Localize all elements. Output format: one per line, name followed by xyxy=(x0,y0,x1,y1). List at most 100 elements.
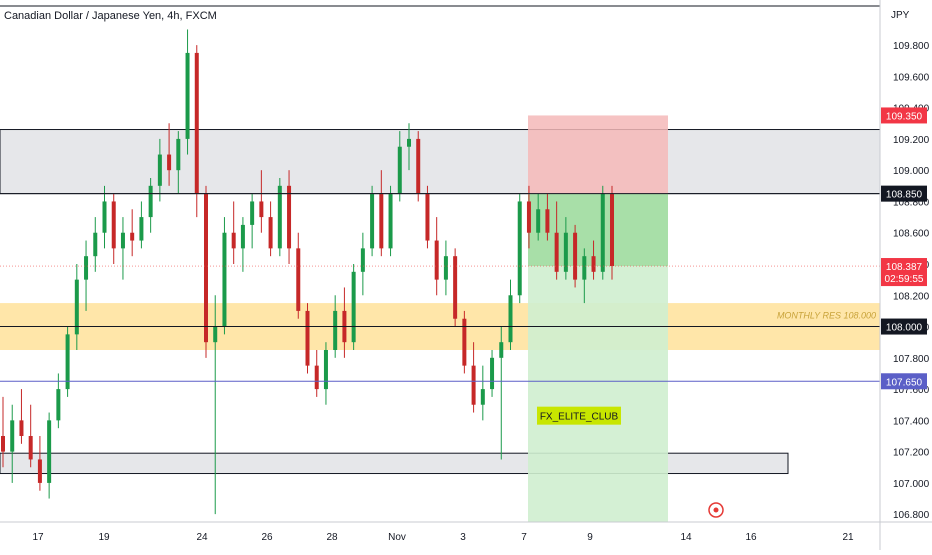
candle-body xyxy=(74,279,79,335)
candle-body xyxy=(333,310,338,350)
y-tick-label: 107.400 xyxy=(893,416,930,427)
take-profit-zone-filled xyxy=(528,193,668,267)
candle-body xyxy=(231,232,236,249)
x-tick-label: 16 xyxy=(745,532,757,543)
price-tag-label: 108.850 xyxy=(886,190,923,201)
candle-body xyxy=(397,146,402,194)
candle-body xyxy=(554,232,559,272)
candle-body xyxy=(407,138,411,147)
y-tick-label: 106.800 xyxy=(893,510,930,521)
candle-body xyxy=(490,357,495,390)
candle-body xyxy=(370,193,375,249)
x-tick-label: 21 xyxy=(842,532,854,543)
candle-body xyxy=(610,193,614,267)
candle-body xyxy=(268,217,273,249)
candle-body xyxy=(167,154,172,171)
candle-body xyxy=(28,436,33,460)
watermark-box xyxy=(537,406,621,425)
price-tag xyxy=(881,185,927,202)
candle-body xyxy=(139,217,144,241)
candle-body xyxy=(296,248,301,311)
candle-body xyxy=(545,209,550,233)
x-tick-label: 28 xyxy=(326,532,338,543)
y-tick-label: 107.200 xyxy=(893,448,930,459)
candle-body xyxy=(563,232,568,272)
demand-zone xyxy=(0,452,789,475)
candle-body xyxy=(277,185,282,249)
y-tick-label: 108.200 xyxy=(893,291,930,302)
candle-body xyxy=(499,342,504,358)
candle-body xyxy=(443,256,448,280)
candle-body xyxy=(480,389,485,405)
candle-body xyxy=(111,201,116,249)
price-tag xyxy=(881,373,927,390)
y-tick-label: 107.800 xyxy=(893,354,930,365)
candle-body xyxy=(84,256,89,280)
price-tag-label: 109.350 xyxy=(886,111,923,122)
candle-body xyxy=(102,201,107,233)
y-tick-label: 108.600 xyxy=(893,229,930,240)
price-tag xyxy=(881,107,927,124)
watermark-label: FX_ELITE_CLUB xyxy=(540,412,619,423)
price-tag xyxy=(881,318,927,335)
candle-body xyxy=(47,420,52,483)
candle-body xyxy=(388,193,393,249)
candle-body xyxy=(157,154,162,186)
candle-body xyxy=(120,232,125,249)
candle-body xyxy=(240,224,245,249)
y-axis-unit: JPY xyxy=(891,10,910,21)
x-tick-label: 19 xyxy=(98,532,110,543)
candle-body xyxy=(536,209,541,233)
x-tick-label: Nov xyxy=(388,532,406,543)
candle-body xyxy=(582,256,587,280)
candle-body xyxy=(416,138,421,194)
y-tick-label: 109.600 xyxy=(893,72,930,83)
y-tick-label: 107.000 xyxy=(893,479,930,490)
take-profit-zone xyxy=(528,266,668,522)
candle-body xyxy=(194,52,199,194)
price-tag xyxy=(881,270,927,287)
candle-body xyxy=(56,389,61,421)
candle-body xyxy=(259,201,264,218)
candle-body xyxy=(591,256,596,272)
y-tick-label: 108.800 xyxy=(893,197,930,208)
candle-body xyxy=(65,334,70,390)
candle-body xyxy=(305,310,310,366)
candle-body xyxy=(351,271,356,343)
candle-body xyxy=(19,420,24,436)
candle-body xyxy=(314,365,319,390)
x-tick-label: 3 xyxy=(460,532,466,543)
candle-body xyxy=(434,240,439,280)
candle-body xyxy=(176,138,181,171)
candle-body xyxy=(360,248,365,272)
x-tick-label: 26 xyxy=(261,532,273,543)
y-tick-label: 109.200 xyxy=(893,135,930,146)
candle-body xyxy=(508,295,513,343)
candle-body xyxy=(222,232,227,327)
candle-body xyxy=(517,201,522,296)
candle-body xyxy=(10,420,15,452)
price-tag-label: 107.650 xyxy=(886,377,923,388)
price-tag-label: 02:59:55 xyxy=(885,274,924,285)
candle-body xyxy=(600,193,605,272)
candle-body xyxy=(213,326,218,343)
monthly-res-label: MONTHLY RES 108.000 xyxy=(777,311,876,321)
price-tag-label: 108.387 xyxy=(886,262,923,273)
candle-body xyxy=(462,318,467,366)
supply-zone xyxy=(0,129,881,195)
candle-body xyxy=(148,185,153,218)
candle-body xyxy=(1,436,5,452)
candle-body xyxy=(250,201,255,225)
candle-body xyxy=(323,350,328,390)
price-tag-label: 108.000 xyxy=(886,323,923,334)
x-tick-label: 7 xyxy=(521,532,527,543)
candle-body xyxy=(204,193,208,343)
candle-body xyxy=(379,193,384,249)
alert-marker-icon xyxy=(708,502,724,518)
candle-body xyxy=(526,201,531,233)
candle-body xyxy=(453,256,458,319)
x-tick-label: 24 xyxy=(196,532,208,543)
candle-body xyxy=(425,193,430,241)
